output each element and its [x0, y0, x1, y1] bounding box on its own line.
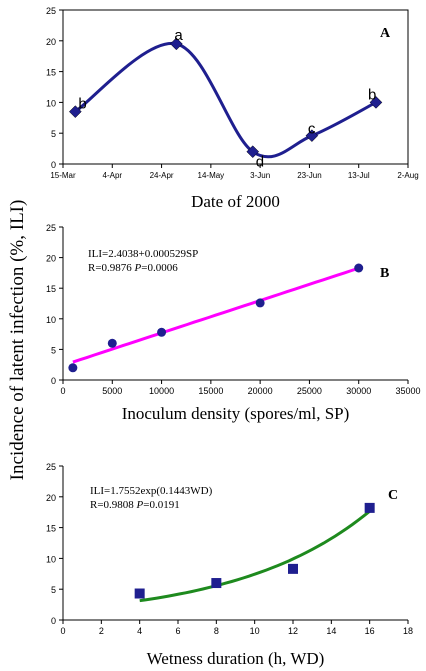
- x-tick-label: 2-Aug: [397, 171, 418, 180]
- stats-p-value: =0.0006: [141, 262, 178, 274]
- stats-p-value: =0.0191: [143, 499, 179, 511]
- data-point: [107, 338, 117, 348]
- y-tick-label: 15: [46, 284, 56, 294]
- x-tick-label: 24-Apr: [150, 171, 174, 180]
- y-tick-label: 10: [46, 98, 56, 108]
- data-point: [157, 327, 167, 337]
- panel-letter: B: [380, 266, 389, 281]
- y-tick-label: 15: [46, 68, 56, 78]
- series-line: [74, 42, 377, 159]
- y-tick-label: 0: [51, 616, 56, 626]
- x-tick-label: 10000: [149, 386, 174, 396]
- data-point: [170, 37, 183, 51]
- y-tick-label: 5: [51, 585, 56, 595]
- panel-a-date-chart: 0 5 10 15 20 25 15-Mar 4-Apr 24-Apr 14-May 3-Jun 23…: [46, 6, 419, 211]
- data-point: [68, 105, 82, 118]
- x-axis-title: Inoculum density (spores/ml, SP): [122, 404, 350, 423]
- data-point: [369, 96, 383, 109]
- point-label: d: [256, 154, 264, 171]
- x-tick-label: 15-Mar: [50, 171, 76, 180]
- x-tick-label: 2: [99, 626, 104, 636]
- y-tick-label: 20: [46, 254, 56, 264]
- x-tick-label: 3-Jun: [250, 171, 270, 180]
- fit-line: [139, 510, 371, 603]
- fit-line: [72, 266, 360, 364]
- x-tick-label: 13-Jul: [348, 171, 370, 180]
- y-tick-label: 25: [46, 223, 56, 233]
- x-tick-label: 4: [137, 626, 142, 636]
- x-tick-label: 16: [365, 626, 375, 636]
- x-tick-label: 8: [214, 626, 219, 636]
- panel-letter: A: [380, 26, 391, 41]
- data-point: [288, 563, 298, 574]
- point-label: b: [368, 86, 376, 103]
- x-axis-title: Date of 2000: [191, 192, 280, 211]
- y-tick-label: 20: [46, 493, 56, 503]
- data-point: [68, 363, 78, 373]
- x-axis-title: Wetness duration (h, WD): [147, 649, 325, 668]
- stats-text: R=0.9808 P=0.0191: [90, 499, 180, 511]
- stats-p-symbol: P: [134, 262, 142, 274]
- y-tick-label: 10: [46, 315, 56, 325]
- y-tick-label: 0: [51, 160, 56, 170]
- y-tick-label: 25: [46, 6, 56, 16]
- stats-text: R=0.9876 P=0.0006: [88, 262, 178, 274]
- plot-frame: [62, 9, 409, 165]
- stats-r: R=0.9876: [88, 262, 135, 274]
- y-tick-label: 10: [46, 554, 56, 564]
- x-tick-label: 12: [288, 626, 298, 636]
- data-point: [305, 129, 319, 143]
- data-point: [134, 588, 145, 599]
- y-tick-label: 20: [46, 37, 56, 47]
- x-tick-label: 25000: [297, 386, 322, 396]
- x-tick-label: 23-Jun: [297, 171, 321, 180]
- panel-letter: C: [388, 488, 398, 503]
- y-tick-label: 5: [51, 129, 56, 139]
- x-tick-label: 5000: [102, 386, 122, 396]
- data-point: [246, 145, 260, 159]
- x-tick-label: 0: [60, 386, 65, 396]
- data-point: [354, 263, 364, 273]
- x-tick-label: 14-May: [198, 171, 225, 180]
- x-tick-label: 35000: [395, 386, 420, 396]
- x-tick-label: 18: [403, 626, 413, 636]
- x-tick-label: 20000: [248, 386, 273, 396]
- data-point: [364, 502, 375, 513]
- x-tick-label: 10: [250, 626, 260, 636]
- x-tick-label: 14: [326, 626, 336, 636]
- y-tick-label: 15: [46, 524, 56, 534]
- panel-c-wetness-chart: 0 5 10 15 20 25 0 2 4 6 8 10 12 14 16 18 Wetness duratio…: [46, 462, 413, 668]
- x-tick-label: 4-Apr: [103, 171, 123, 180]
- equation-text: ILI=2.4038+0.000529SP: [88, 248, 198, 260]
- stats-p-symbol: P: [136, 499, 144, 511]
- shared-y-axis-label: Incidence of latent infection (%, ILI): [7, 200, 28, 481]
- y-tick-label: 5: [51, 345, 56, 355]
- panel-b-inoculum-chart: 0 5 10 15 20 25 0 5000 10000 15000 20000 25000 30000…: [46, 223, 421, 423]
- y-tick-label: 0: [51, 376, 56, 386]
- x-tick-label: 6: [175, 626, 180, 636]
- point-label: c: [308, 121, 316, 138]
- x-tick-label: 30000: [346, 386, 371, 396]
- data-point: [211, 578, 222, 589]
- x-tick-label: 0: [60, 626, 65, 636]
- x-tick-label: 15000: [198, 386, 223, 396]
- point-label: b: [78, 96, 86, 113]
- stats-r: R=0.9808: [90, 499, 137, 511]
- y-tick-label: 25: [46, 462, 56, 472]
- data-point: [255, 298, 265, 308]
- point-label: a: [174, 27, 183, 44]
- equation-text: ILI=1.7552exp(0.1443WD): [90, 485, 213, 497]
